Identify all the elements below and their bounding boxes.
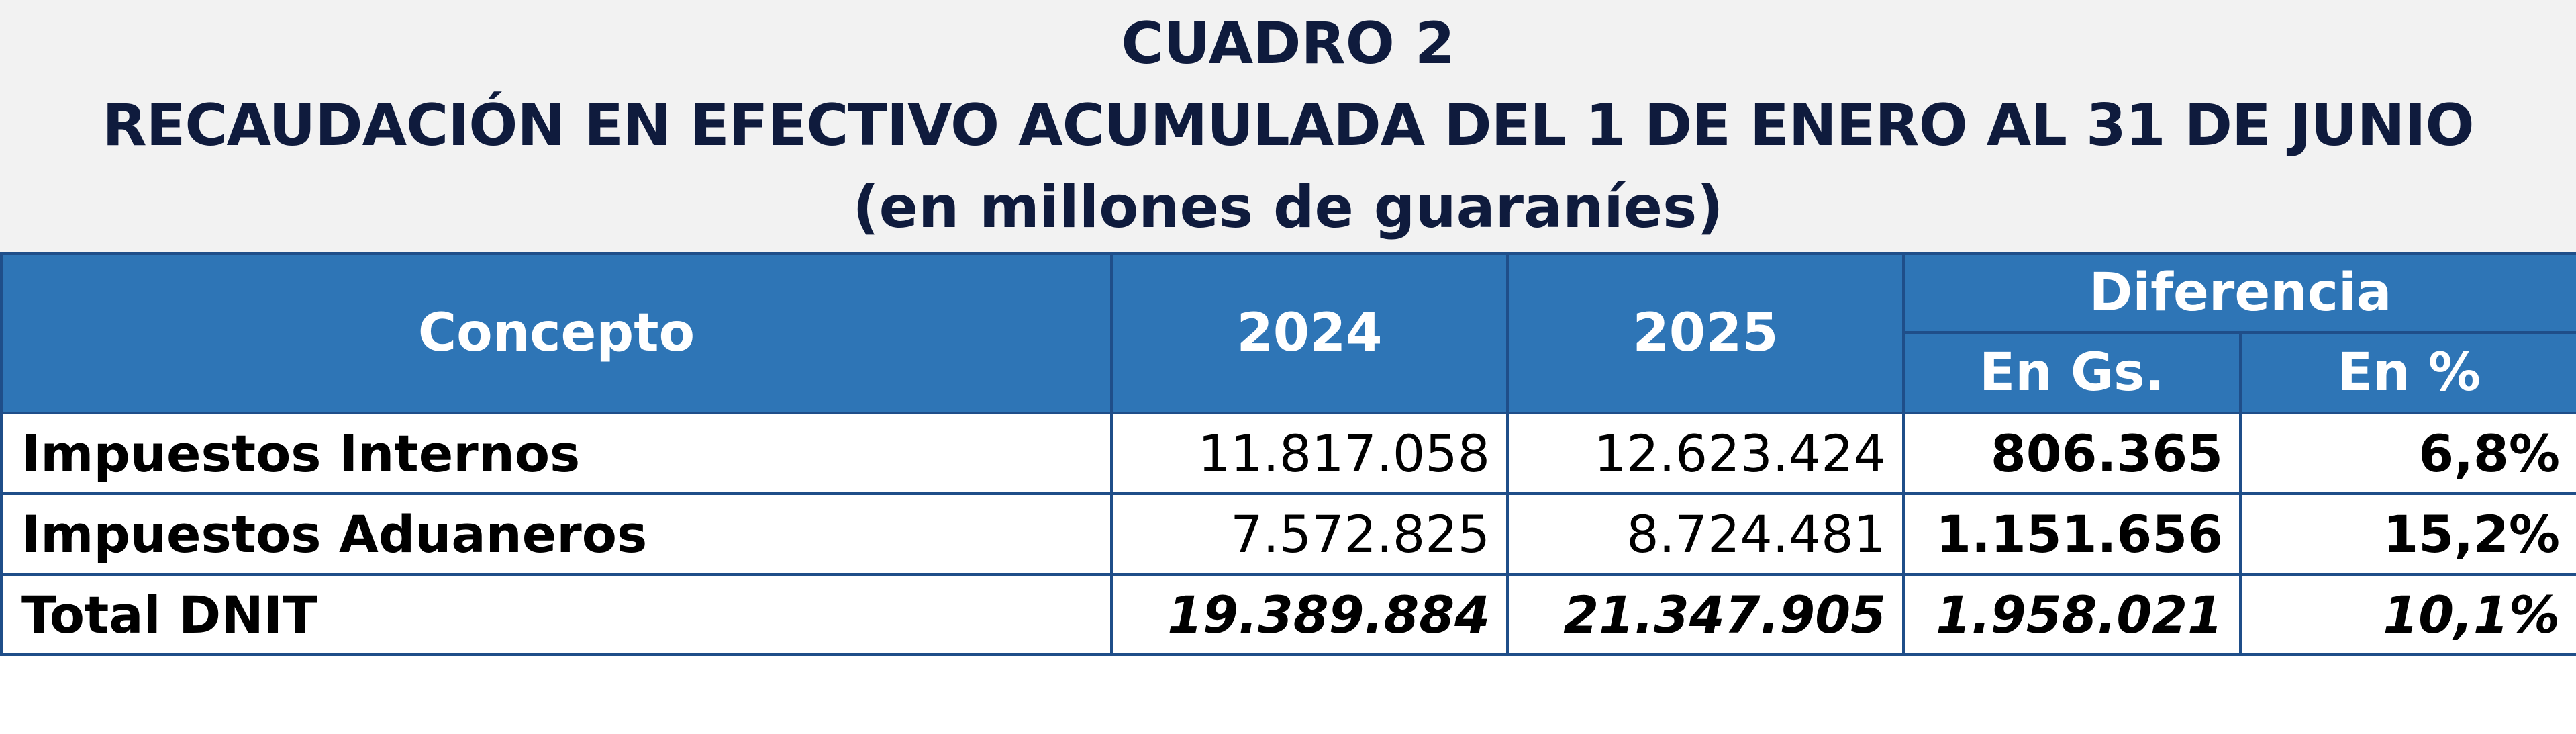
table-row-impuestos-aduaneros: Impuestos Aduaneros 7.572.825 8.724.481 … bbox=[0, 492, 2576, 576]
cell-dif-gs: 1.151.656 bbox=[1902, 492, 2242, 576]
cell-2025: 8.724.481 bbox=[1506, 492, 1905, 576]
cell-dif-pct: 6,8% bbox=[2238, 412, 2576, 495]
header-en-gs: En Gs. bbox=[1902, 331, 2242, 414]
row-label: Total DNIT bbox=[0, 573, 1113, 656]
table-row-total-dnit: Total DNIT 19.389.884 21.347.905 1.958.0… bbox=[0, 573, 2576, 656]
cell-2024: 19.389.884 bbox=[1110, 573, 1509, 656]
table-row-impuestos-internos: Impuestos Internos 11.817.058 12.623.424… bbox=[0, 412, 2576, 495]
cell-dif-pct: 10,1% bbox=[2238, 573, 2576, 656]
cell-2024: 11.817.058 bbox=[1110, 412, 1509, 495]
cell-2025: 12.623.424 bbox=[1506, 412, 1905, 495]
cell-2024: 7.572.825 bbox=[1110, 492, 1509, 576]
cell-dif-gs: 806.365 bbox=[1902, 412, 2242, 495]
row-label: Impuestos Aduaneros bbox=[0, 492, 1113, 576]
cell-2025: 21.347.905 bbox=[1506, 573, 1905, 656]
header-2025: 2025 bbox=[1506, 252, 1905, 414]
revenue-table: Concepto 2024 2025 Diferencia En Gs. En … bbox=[0, 252, 2576, 656]
table-main-title: RECAUDACIÓN EN EFECTIVO ACUMULADA DEL 1 … bbox=[102, 92, 2474, 159]
cell-dif-pct: 15,2% bbox=[2238, 492, 2576, 576]
row-label: Impuestos Internos bbox=[0, 412, 1113, 495]
header-2024: 2024 bbox=[1110, 252, 1509, 414]
table-units-subtitle: (en millones de guaraníes) bbox=[852, 174, 1724, 241]
title-band: CUADRO 2 RECAUDACIÓN EN EFECTIVO ACUMULA… bbox=[0, 0, 2576, 252]
cell-dif-gs: 1.958.021 bbox=[1902, 573, 2242, 656]
header-diferencia: Diferencia bbox=[1901, 252, 2576, 334]
header-concepto: Concepto bbox=[0, 252, 1113, 414]
table-number-title: CUADRO 2 bbox=[1121, 10, 1455, 77]
header-en-pct: En % bbox=[2238, 331, 2576, 414]
